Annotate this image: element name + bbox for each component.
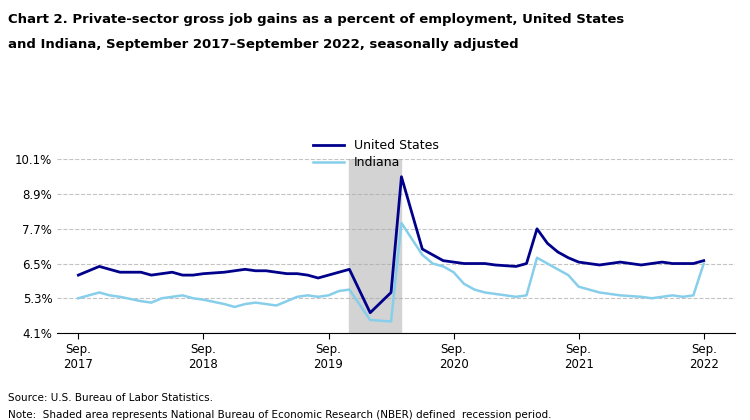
Indiana [74,296,82,301]
United States [251,268,260,273]
Indiana [512,294,520,299]
United States [366,310,375,315]
Indiana [522,293,531,298]
Text: Note:  Shaded area represents National Bureau of Economic Research (NBER) define: Note: Shaded area represents National Bu… [8,410,551,420]
United States [584,261,593,266]
Text: and Indiana, September 2017–September 2022, seasonally adjusted: and Indiana, September 2017–September 20… [8,38,518,51]
Bar [350,159,401,333]
United States [522,261,531,266]
United States [512,264,520,269]
United States [699,258,708,263]
Indiana [584,287,593,292]
United States [397,174,406,179]
Line: Indiana: Indiana [78,223,704,321]
Indiana [470,287,479,292]
Text: Chart 2. Private-sector gross job gains as a percent of employment, United State: Chart 2. Private-sector gross job gains … [8,13,624,26]
Indiana [397,220,406,226]
Indiana [480,290,489,295]
Text: Source: U.S. Bureau of Labor Statistics.: Source: U.S. Bureau of Labor Statistics. [8,393,212,403]
Legend: United States, Indiana: United States, Indiana [308,134,444,174]
Indiana [699,261,708,266]
Line: United States: United States [78,177,704,313]
United States [74,273,82,278]
United States [480,261,489,266]
Indiana [386,319,395,324]
Indiana [251,300,260,305]
United States [470,261,479,266]
